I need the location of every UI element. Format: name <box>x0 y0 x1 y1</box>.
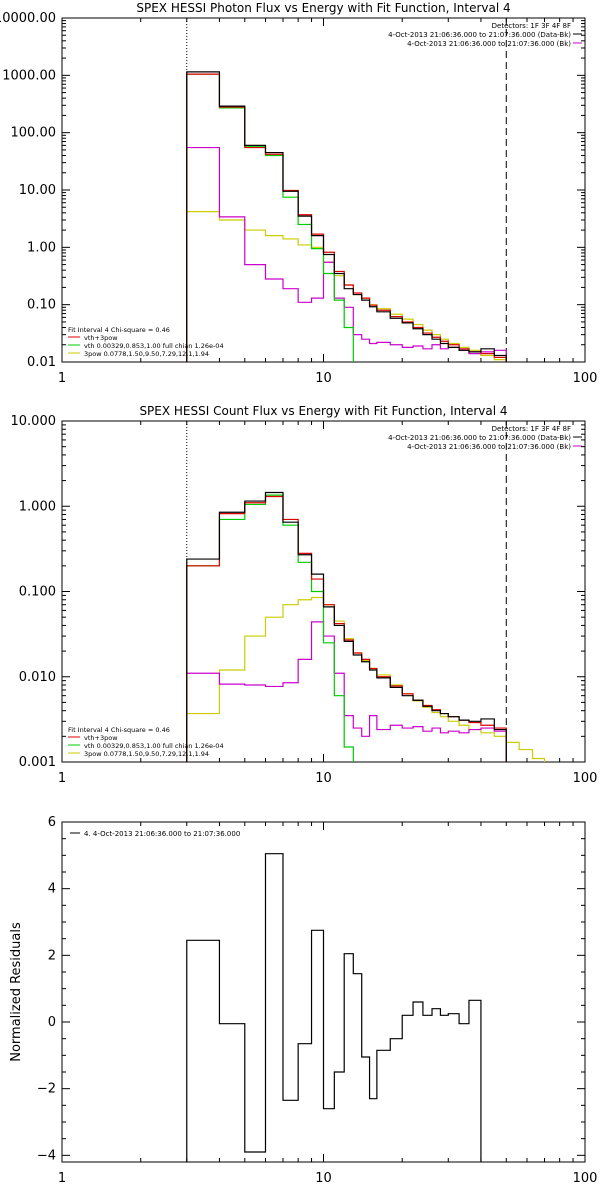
plot-area <box>186 853 482 1162</box>
y-tick-label: 0.100 <box>19 585 56 600</box>
y-tick-label: −2 <box>37 1082 56 1097</box>
y-tick-label: 0 <box>48 1015 56 1030</box>
info-line: Detectors: 1F 3F 4F 8F <box>492 22 571 30</box>
y-tick-label: 0.001 <box>19 755 56 770</box>
x-tick-label: 1 <box>58 771 66 786</box>
count-flux-panel: SPEX HESSI Count Flux vs Energy with Fit… <box>11 404 598 786</box>
y-tick-label: 10000.00 <box>0 11 56 26</box>
series-green-line <box>186 73 354 362</box>
photon-flux-panel: SPEX HESSI Photon Flux vs Energy with Fi… <box>0 1 598 386</box>
series-magenta-line <box>186 146 507 362</box>
series-red-line <box>186 73 507 362</box>
series-green-line <box>186 494 354 762</box>
series-magenta-line <box>186 621 507 762</box>
fit-legend-line: vth 0.00329,0.853,1.00 full chian 1.26e-… <box>84 742 224 750</box>
legend-label: 4. 4-Oct-2013 21:06:36.000 to 21:07:36.0… <box>84 830 240 838</box>
info-line: 4-Oct-2013 21:06:36.000 to 21:07:36.000 … <box>388 434 571 442</box>
y-tick-label: 0.010 <box>19 670 56 685</box>
series-black-line <box>186 491 507 762</box>
y-axis-label: Normalized Residuals <box>9 922 24 1062</box>
y-tick-label: 0.01 <box>27 355 56 370</box>
info-line: 4-Oct-2013 21:06:36.000 to 21:07:36.000 … <box>407 40 571 48</box>
y-tick-label: 100.00 <box>11 126 57 141</box>
y-tick-label: 1.00 <box>27 240 56 255</box>
x-tick-label: 100 <box>573 1171 598 1186</box>
series-yellow-line <box>186 596 546 762</box>
x-tick-label: 1 <box>58 1171 66 1186</box>
fit-legend-line: Fit Interval 4 Chi-square = 0.46 <box>68 726 170 734</box>
y-tick-label: −4 <box>37 1148 56 1163</box>
chart-title: SPEX HESSI Count Flux vs Energy with Fit… <box>139 404 507 418</box>
x-tick-label: 10 <box>315 771 332 786</box>
series-red-line <box>186 495 507 762</box>
fit-legend-line: vth 0.00329,0.853,1.00 full chian 1.26e-… <box>84 342 224 350</box>
y-tick-label: 2 <box>48 948 56 963</box>
x-tick-label: 10 <box>315 1171 332 1186</box>
fit-legend-line: vth+3pow <box>84 334 118 342</box>
series-black-line <box>186 71 507 362</box>
y-tick-label: 1.000 <box>19 499 56 514</box>
fit-legend-line: 3pow 0.0778,1.50,9.50,7.29,12.1,1.94 <box>84 750 209 758</box>
series-black-line <box>186 853 482 1162</box>
x-tick-label: 10 <box>315 371 332 386</box>
residuals-panel: 1 10 100 −4 −2 0 2 4 6 Normalized Residuals 4. 4-O… <box>9 815 597 1186</box>
fit-legend-line: vth+3pow <box>84 734 118 742</box>
y-tick-label: 1000.00 <box>2 68 56 83</box>
y-tick-label: 0.10 <box>27 298 56 313</box>
series-yellow-line <box>186 211 507 362</box>
x-tick-label: 100 <box>573 371 598 386</box>
chart-title: SPEX HESSI Photon Flux vs Energy with Fi… <box>136 1 510 15</box>
y-tick-label: 10.000 <box>11 414 57 429</box>
y-tick-label: 6 <box>48 815 56 830</box>
fit-legend-line: Fit Interval 4 Chi-square = 0.46 <box>68 326 170 334</box>
info-line: Detectors: 1F 3F 4F 8F <box>492 425 571 433</box>
fit-legend-line: 3pow 0.0778,1.50,9.50,7.29,12.1,1.94 <box>84 350 209 358</box>
info-line: 4-Oct-2013 21:06:36.000 to 21:07:36.000 … <box>388 31 571 39</box>
x-tick-label: 1 <box>58 371 66 386</box>
plot-area <box>186 71 507 362</box>
info-line: 4-Oct-2013 21:06:36.000 to 21:07:36.000 … <box>407 443 571 451</box>
y-tick-label: 4 <box>48 882 56 897</box>
x-tick-label: 100 <box>573 771 598 786</box>
y-tick-label: 10.00 <box>19 183 56 198</box>
plot-area <box>186 491 546 762</box>
